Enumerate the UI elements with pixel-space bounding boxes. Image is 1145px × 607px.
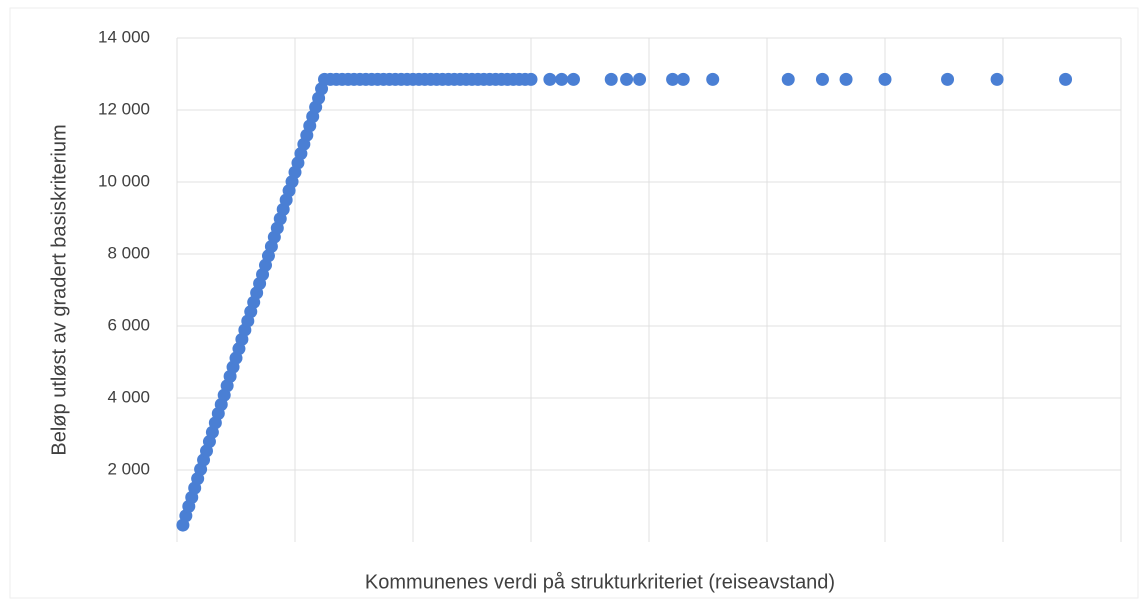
point <box>543 72 557 86</box>
y-tick-label: 14 000 <box>98 27 150 46</box>
point <box>676 72 690 86</box>
point <box>941 72 955 86</box>
point <box>878 72 892 86</box>
y-tick-label: 2 000 <box>107 459 150 478</box>
x-axis-label: Kommunenes verdi på strukturkriteriet (r… <box>365 571 835 593</box>
point <box>633 72 647 86</box>
y-axis-label: Beløp utløst av gradert basiskriterium <box>48 124 70 455</box>
chart-frame <box>9 7 1139 599</box>
y-tick-label: 4 000 <box>107 387 150 406</box>
point <box>555 72 569 86</box>
y-tick-label: 10 000 <box>98 171 150 190</box>
point <box>566 72 580 86</box>
point <box>620 72 634 86</box>
point <box>666 72 680 86</box>
point <box>1059 72 1073 86</box>
y-tick-label: 8 000 <box>107 243 150 262</box>
point <box>839 72 853 86</box>
y-tick-label: 6 000 <box>107 315 150 334</box>
point <box>706 72 720 86</box>
point <box>604 72 618 86</box>
point <box>524 72 538 86</box>
point <box>781 72 795 86</box>
y-tick-label: 12 000 <box>98 99 150 118</box>
point <box>815 72 829 86</box>
point <box>990 72 1004 86</box>
